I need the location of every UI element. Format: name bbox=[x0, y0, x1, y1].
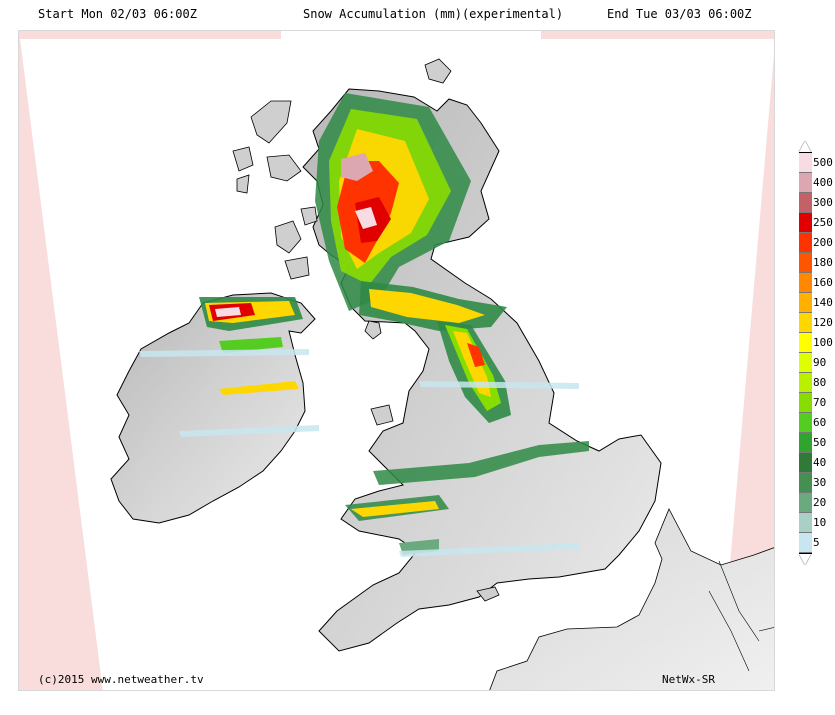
continent-landmass bbox=[489, 508, 774, 690]
outside-domain-left bbox=[19, 31, 103, 690]
legend-swatch bbox=[799, 313, 812, 333]
scottish-islands bbox=[232, 58, 452, 280]
anglesey bbox=[370, 404, 394, 426]
legend-swatch bbox=[799, 233, 812, 253]
legend-label: 160 bbox=[813, 276, 833, 289]
outside-domain-top-right bbox=[541, 31, 774, 39]
legend-swatch bbox=[799, 153, 812, 173]
legend-swatch bbox=[799, 173, 812, 193]
legend-label: 60 bbox=[813, 416, 827, 429]
snow-accumulation-field bbox=[199, 93, 589, 555]
legend-swatch bbox=[799, 413, 812, 433]
legend-label: 500 bbox=[813, 156, 833, 169]
legend-swatch bbox=[799, 373, 812, 393]
legend-swatch bbox=[799, 393, 812, 413]
legend-swatch bbox=[799, 213, 812, 233]
outside-domain-top-left bbox=[19, 31, 281, 39]
legend-swatch bbox=[799, 273, 812, 293]
start-time-label: Start Mon 02/03 06:00Z bbox=[38, 7, 197, 21]
legend-swatch bbox=[799, 513, 812, 533]
light-snow-streaks bbox=[139, 349, 579, 557]
legend-label: 100 bbox=[813, 336, 833, 349]
color-legend: 500 400 300 250 200 180 160 140 120 100 90 80 70 60 50… bbox=[796, 141, 835, 573]
outside-domain-right bbox=[719, 54, 774, 690]
legend-label: 250 bbox=[813, 216, 833, 229]
legend-label: 5 bbox=[813, 536, 820, 549]
legend-underflow-arrow-icon bbox=[799, 554, 811, 565]
legend-swatch bbox=[799, 533, 812, 553]
chart-title: Snow Accumulation (mm)(experimental) bbox=[303, 7, 564, 21]
legend-label: 40 bbox=[813, 456, 827, 469]
legend-label: 180 bbox=[813, 256, 833, 269]
legend-label: 20 bbox=[813, 496, 827, 509]
legend-swatch bbox=[799, 493, 812, 513]
copyright-text: (c)2015 www.netweather.tv bbox=[38, 673, 204, 686]
legend-swatch bbox=[799, 333, 812, 353]
model-credit: NetWx-SR bbox=[662, 673, 715, 686]
legend-label: 80 bbox=[813, 376, 827, 389]
legend-label: 140 bbox=[813, 296, 833, 309]
legend-label: 120 bbox=[813, 316, 833, 329]
national-borders bbox=[708, 560, 774, 672]
legend-label: 400 bbox=[813, 176, 833, 189]
legend-label: 300 bbox=[813, 196, 833, 209]
legend-swatch bbox=[799, 453, 812, 473]
legend-swatch bbox=[799, 253, 812, 273]
legend-swatch bbox=[799, 193, 812, 213]
legend-label: 50 bbox=[813, 436, 827, 449]
legend-label: 200 bbox=[813, 236, 833, 249]
legend-swatch bbox=[799, 353, 812, 373]
isle-of-man bbox=[364, 320, 382, 340]
legend-label: 90 bbox=[813, 356, 827, 369]
legend-label: 70 bbox=[813, 396, 827, 409]
snow-accumulation-map bbox=[19, 31, 774, 690]
legend-swatch bbox=[799, 293, 812, 313]
legend-swatch bbox=[799, 433, 812, 453]
legend-label: 10 bbox=[813, 516, 827, 529]
end-time-label: End Tue 03/03 06:00Z bbox=[607, 7, 752, 21]
legend-overflow-arrow-icon bbox=[799, 141, 811, 152]
isle-of-wight bbox=[476, 586, 500, 602]
legend-swatch bbox=[799, 473, 812, 493]
map-panel bbox=[18, 30, 775, 691]
legend-label: 30 bbox=[813, 476, 827, 489]
